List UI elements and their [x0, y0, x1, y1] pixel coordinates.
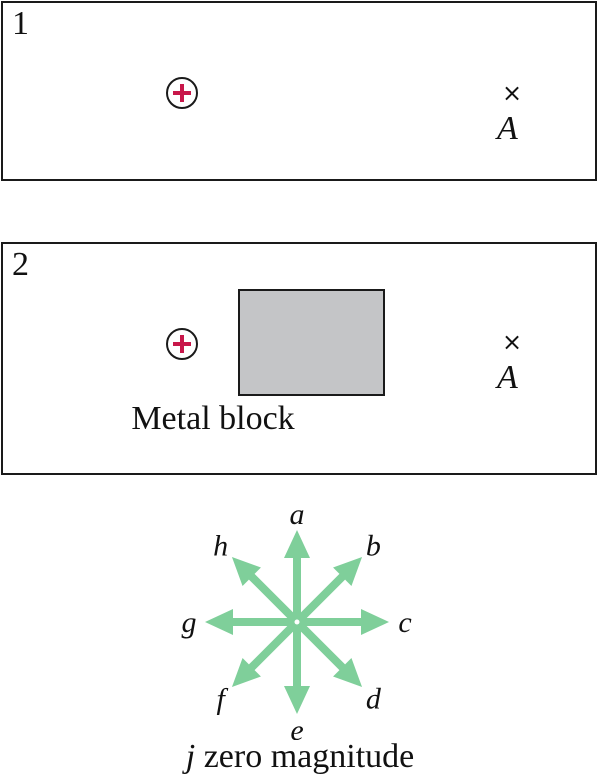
- point-a-marker: ×: [502, 79, 523, 107]
- positive-charge-icon: [166, 328, 198, 360]
- metal-block-label: Metal block: [131, 400, 295, 437]
- metal-block: [238, 289, 385, 396]
- arrow-g: [205, 609, 297, 635]
- direction-label-h: h: [213, 530, 228, 563]
- panel-number: 2: [12, 246, 29, 283]
- direction-label-d: d: [366, 682, 382, 715]
- panel-number: 1: [12, 5, 29, 42]
- direction-key: a b c d e f g h: [182, 498, 412, 740]
- point-a-label: A: [497, 359, 518, 396]
- positive-charge-icon: [166, 77, 198, 109]
- zero-magnitude-caption: j zero magnitude: [0, 740, 600, 774]
- arrow-a: [284, 530, 310, 622]
- arrow-d: [294, 619, 363, 688]
- direction-label-f: f: [216, 682, 228, 715]
- zero-label-text: zero magnitude: [195, 738, 415, 775]
- panel-1: 1 × A: [1, 1, 597, 181]
- arrow-e: [284, 622, 310, 714]
- center-point: [294, 619, 300, 625]
- panel-2: 2 Metal block × A: [1, 242, 597, 475]
- arrow-c: [297, 609, 389, 635]
- direction-label-c: c: [398, 606, 411, 639]
- arrow-b: [294, 556, 363, 625]
- arrow-f: [231, 619, 300, 688]
- zero-label-letter: j: [185, 738, 196, 775]
- point-a-marker: ×: [502, 328, 523, 356]
- point-a-label: A: [497, 110, 518, 147]
- direction-label-e: e: [290, 714, 303, 740]
- direction-label-b: b: [366, 530, 381, 563]
- direction-label-a: a: [290, 498, 305, 531]
- direction-label-g: g: [182, 606, 197, 639]
- arrow-h: [231, 556, 300, 625]
